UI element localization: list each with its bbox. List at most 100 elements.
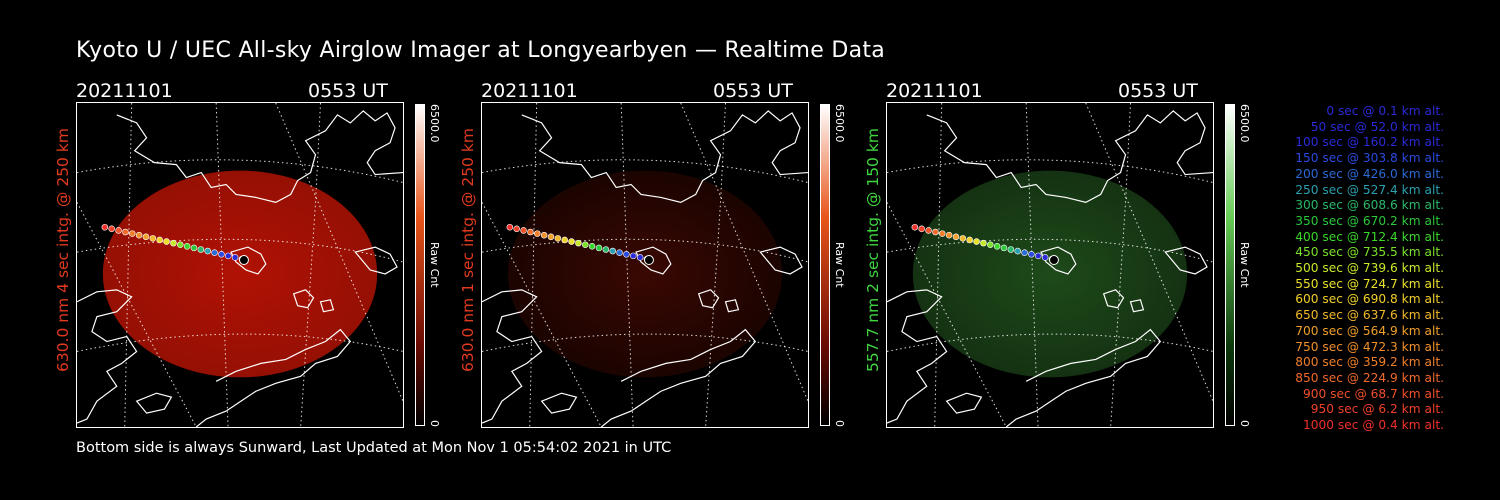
coastline bbox=[1102, 289, 1145, 313]
trajectory-point bbox=[568, 238, 575, 245]
colorbar-unit-label: Raw Cnt bbox=[833, 242, 846, 288]
coastline bbox=[292, 289, 335, 313]
page-title: Kyoto U / UEC All-sky Airglow Imager at … bbox=[76, 38, 886, 63]
trajectory-point bbox=[980, 239, 987, 247]
trajectory-point bbox=[204, 247, 211, 255]
map-grid-line bbox=[620, 103, 634, 427]
trajectory-point bbox=[623, 250, 630, 258]
trajectory-point bbox=[1014, 247, 1021, 255]
station-marker bbox=[644, 255, 654, 265]
trajectory-point bbox=[629, 252, 637, 260]
trajectory-point bbox=[149, 235, 157, 242]
trajectory-point bbox=[561, 236, 568, 244]
legend-row: 400 sec @ 712.4 km alt. bbox=[1295, 229, 1444, 244]
trajectory-point bbox=[993, 243, 1001, 250]
coastline bbox=[1040, 246, 1077, 275]
panel-time: 0553 UT bbox=[1118, 80, 1198, 102]
panel-wavelength-label: 557.7 nm 2 sec intg. @ 150 km bbox=[864, 128, 882, 372]
map-grid-line bbox=[887, 333, 1213, 352]
trajectory-point bbox=[547, 233, 555, 241]
map-grid-line bbox=[1025, 103, 1039, 427]
trajectory-point bbox=[938, 230, 946, 237]
trajectory-point bbox=[925, 227, 932, 234]
legend-row: 500 sec @ 739.6 km alt. bbox=[1295, 261, 1444, 275]
legend-row: 600 sec @ 690.8 km alt. bbox=[1295, 292, 1444, 307]
trajectory-point bbox=[135, 231, 143, 239]
legend-row: 800 sec @ 359.2 km alt. bbox=[1295, 355, 1444, 370]
trajectory-point bbox=[911, 223, 919, 231]
trajectory-point bbox=[170, 239, 177, 247]
legend-row: 550 sec @ 724.7 km alt. bbox=[1295, 276, 1444, 291]
legend-row: 350 sec @ 670.2 km alt. bbox=[1295, 213, 1444, 228]
trajectory-point bbox=[945, 231, 953, 239]
trajectory-point bbox=[101, 223, 109, 231]
trajectory-point bbox=[986, 241, 994, 249]
trajectory-point bbox=[190, 244, 198, 252]
map-grid-line bbox=[705, 103, 726, 427]
coastline bbox=[540, 246, 803, 414]
trajectory-point bbox=[602, 246, 610, 253]
map-grid-line bbox=[275, 103, 403, 402]
legend-row: 100 sec @ 160.2 km alt. bbox=[1295, 135, 1444, 150]
colorbar-unit-label: Raw Cnt bbox=[1238, 242, 1251, 288]
footer-note: Bottom side is always Sunward, Last Upda… bbox=[76, 440, 672, 456]
coastline bbox=[77, 289, 138, 424]
station-marker bbox=[1049, 255, 1059, 265]
trajectory-point bbox=[163, 238, 170, 245]
trajectory-point bbox=[1028, 250, 1035, 258]
legend-row: 900 sec @ 68.7 km alt. bbox=[1303, 386, 1444, 401]
map-grid-line bbox=[680, 103, 808, 402]
trajectory-point bbox=[115, 227, 122, 234]
legend-row: 0 sec @ 0.1 km alt. bbox=[1326, 104, 1444, 118]
coastline bbox=[635, 246, 672, 275]
map-grid-line bbox=[124, 103, 133, 427]
trajectory-point bbox=[932, 228, 939, 236]
trajectory-point bbox=[1021, 249, 1028, 256]
panel-wavelength-label: 630.0 nm 1 sec intg. @ 250 km bbox=[459, 128, 477, 372]
colorbar-max-label: 6500.0 bbox=[1238, 104, 1251, 143]
coastline bbox=[230, 246, 267, 275]
trajectory-point bbox=[1007, 246, 1015, 253]
airglow-image-disk bbox=[912, 170, 1188, 378]
trajectory-point bbox=[513, 225, 520, 233]
map-grid-line bbox=[215, 103, 229, 427]
trajectory-point bbox=[128, 230, 136, 237]
legend-row: 750 sec @ 472.3 km alt. bbox=[1295, 339, 1444, 354]
trajectory-point bbox=[966, 236, 973, 244]
trajectory-point bbox=[533, 230, 541, 237]
trajectory-point bbox=[122, 228, 129, 236]
trajectory-point bbox=[520, 227, 527, 234]
colorbar-min-label: 0 bbox=[428, 420, 441, 427]
trajectory-point bbox=[218, 250, 225, 258]
colorbar-max-label: 6500.0 bbox=[428, 104, 441, 143]
trajectory-point bbox=[1041, 254, 1049, 261]
colorbar bbox=[820, 104, 830, 426]
panel-date: 20211101 bbox=[481, 80, 578, 102]
map-grid-line bbox=[300, 103, 321, 427]
map-grid-line bbox=[1110, 103, 1131, 427]
colorbar-max-label: 6500.0 bbox=[833, 104, 846, 143]
map-grid-line bbox=[77, 333, 403, 352]
trajectory-point bbox=[588, 243, 596, 250]
coastline bbox=[600, 328, 757, 427]
allsky-image bbox=[76, 102, 404, 428]
trajectory-point bbox=[108, 225, 115, 233]
colorbar bbox=[1225, 104, 1235, 426]
legend-row: 950 sec @ 6.2 km alt. bbox=[1310, 402, 1444, 417]
trajectory-point bbox=[231, 254, 239, 261]
legend-row: 450 sec @ 735.5 km alt. bbox=[1295, 245, 1444, 260]
legend-row: 200 sec @ 426.0 km alt. bbox=[1295, 166, 1444, 181]
trajectory-point bbox=[554, 235, 562, 242]
allsky-image bbox=[886, 102, 1214, 428]
map-grid-line bbox=[482, 333, 808, 352]
coastline bbox=[887, 289, 948, 424]
trajectory-point bbox=[211, 249, 218, 256]
coastline bbox=[697, 289, 740, 313]
colorbar-unit-label: Raw Cnt bbox=[428, 242, 441, 288]
coastline bbox=[521, 110, 808, 204]
trajectory-point bbox=[506, 223, 514, 231]
trajectory-point bbox=[959, 235, 967, 242]
map-grid-line bbox=[1085, 103, 1213, 402]
coastline bbox=[1005, 328, 1162, 427]
map-grid-line bbox=[934, 103, 943, 427]
